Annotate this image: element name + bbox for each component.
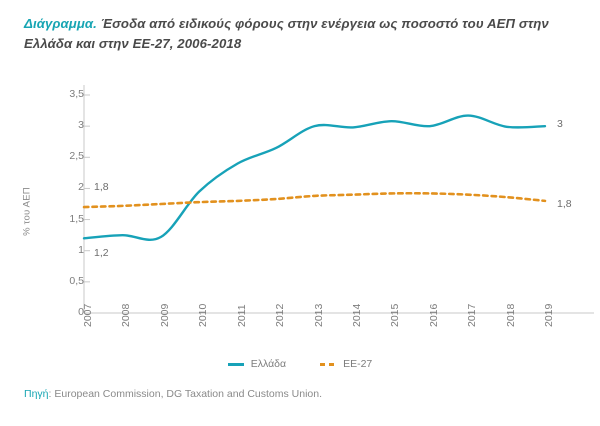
- series-line-ΕΕ-27: [82, 191, 547, 209]
- x-tick-label: 2019: [543, 303, 555, 327]
- source-note: Πηγή: European Commission, DG Taxation a…: [24, 388, 322, 400]
- data-label: 1,2: [94, 247, 109, 260]
- legend-swatch-icon: [320, 362, 337, 366]
- data-label: 1,8: [557, 197, 572, 210]
- y-tick-label: 3: [78, 119, 84, 132]
- y-tick-label: 2: [78, 181, 84, 194]
- y-tick-label: 0: [78, 306, 84, 318]
- chart-container: % του ΑΕΠ 0 0,5 1 1,5 2 2,5 3 3,5 2007 2008 2009 2…: [0, 78, 600, 370]
- y-tick-labels: 0 0,5 1 1,5 2 2,5 3 3,5: [42, 78, 84, 318]
- data-label: 3: [557, 118, 563, 131]
- x-tick-label: 2015: [389, 303, 402, 327]
- legend-label: ΕΕ-27: [343, 358, 373, 370]
- x-tick-label: 2010: [197, 303, 210, 327]
- x-tick-label: 2017: [466, 303, 479, 327]
- x-tick-label: 2013: [312, 303, 325, 327]
- x-tick-label: 2014: [350, 303, 363, 327]
- plot-svg: [82, 85, 594, 314]
- y-tick-label: 3,5: [69, 88, 84, 100]
- y-tick-label: 1: [78, 243, 84, 256]
- legend-swatch-icon: [227, 362, 244, 366]
- title-lead: Διάγραμμα.: [24, 16, 97, 31]
- x-tick-label: 2016: [427, 303, 440, 327]
- y-tick-label: 2,5: [69, 150, 84, 163]
- x-tick-label: 2008: [120, 303, 133, 327]
- y-tick-label: 1,5: [69, 212, 84, 225]
- x-tick-label: 2012: [274, 303, 287, 327]
- x-tick-label: 2011: [235, 304, 248, 327]
- legend-item-Ελλάδα[interactable]: Ελλάδα: [227, 358, 287, 370]
- x-tick-label: 2018: [504, 303, 517, 327]
- page-title: Διάγραμμα. Έσοδα από ειδικούς φόρους στη…: [24, 14, 576, 54]
- source-rest: : European Commission, DG Taxation and C…: [48, 388, 323, 400]
- series-line-Ελλάδα: [82, 114, 547, 241]
- data-label: 1,8: [94, 181, 109, 194]
- title-rest: Έσοδα από ειδικούς φόρους στην ενέργεια …: [24, 16, 549, 51]
- x-tick-label: 2009: [158, 303, 171, 327]
- x-tick-label: 2007: [82, 303, 94, 327]
- chart-legend: Ελλάδα ΕΕ-27: [0, 358, 600, 370]
- legend-label: Ελλάδα: [250, 358, 287, 370]
- source-lead: Πηγή: [24, 388, 49, 400]
- y-tick-label: 0,5: [69, 274, 84, 287]
- legend-item-ΕΕ-27[interactable]: ΕΕ-27: [320, 358, 372, 370]
